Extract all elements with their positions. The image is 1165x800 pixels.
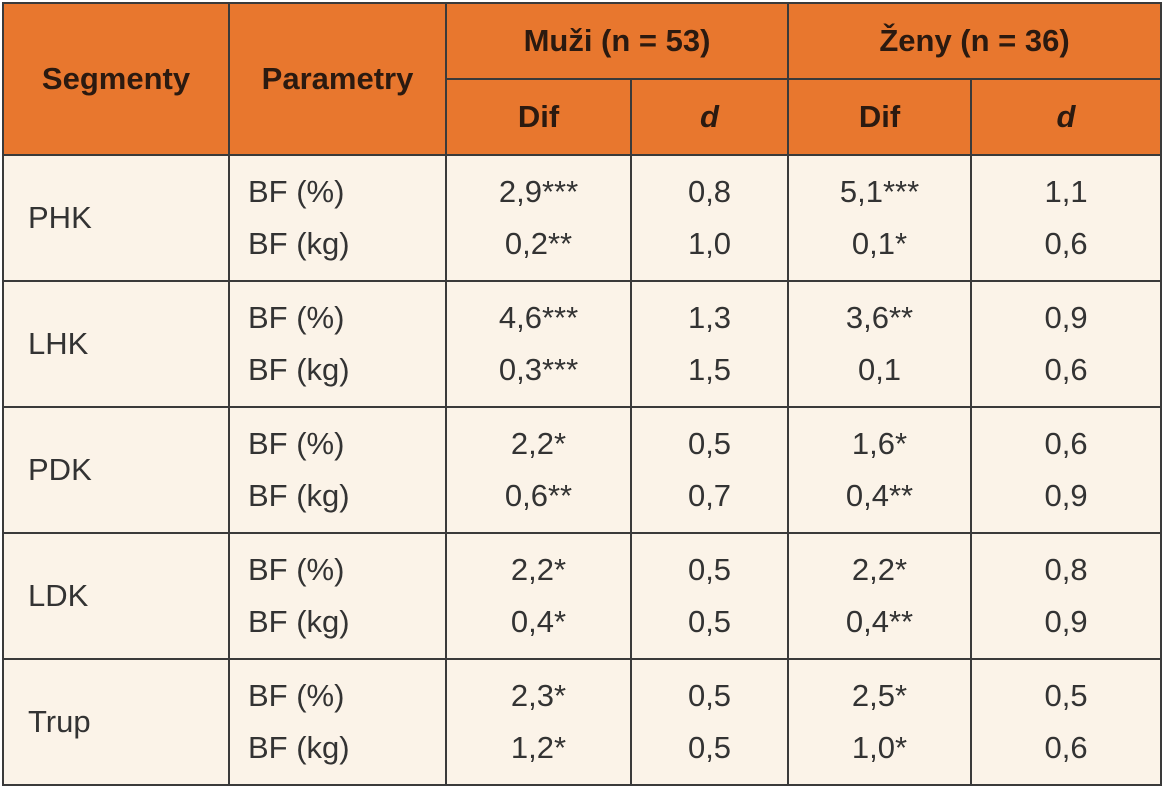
parameter-cell: BF (%) BF (kg) xyxy=(228,532,447,660)
value: 3,6** xyxy=(845,300,914,335)
value-cell: 2,2* 0,6** xyxy=(445,406,632,534)
table-row: PHK BF (%) BF (kg) 2,9*** 0,2** 0,8 1,0 5,1*** 0… xyxy=(2,154,1163,282)
value: 0,1 xyxy=(857,352,902,387)
value: 4,6*** xyxy=(498,300,579,335)
parameter: BF (%) xyxy=(248,174,345,209)
value: 0,8 xyxy=(1044,552,1088,587)
data-table: Segmenty Parametry Muži (n = 53) Ženy (n… xyxy=(2,2,1163,786)
parameter: BF (kg) xyxy=(248,226,350,261)
value: 2,2* xyxy=(510,552,567,587)
table-row: Trup BF (%) BF (kg) 2,3* 1,2* 0,5 0,5 2,5* 1,0* 0… xyxy=(2,658,1163,786)
value: 0,6 xyxy=(1044,426,1088,461)
table-body: PHK BF (%) BF (kg) 2,9*** 0,2** 0,8 1,0 5,1*** 0… xyxy=(2,154,1163,786)
value: 1,0 xyxy=(687,226,732,261)
value: 0,5 xyxy=(687,552,732,587)
parameter-cell: BF (%) BF (kg) xyxy=(228,280,447,408)
value: 2,2* xyxy=(851,552,908,587)
parameter: BF (kg) xyxy=(248,604,350,639)
value: 0,4* xyxy=(510,604,567,639)
value: 0,6 xyxy=(1044,226,1088,261)
value-cell: 0,9 0,6 xyxy=(970,280,1163,408)
subheader: d xyxy=(629,78,790,156)
table-header: Segmenty Parametry Muži (n = 53) Ženy (n… xyxy=(2,2,1163,156)
value-cell: 0,8 1,0 xyxy=(629,154,790,282)
subheader: d xyxy=(970,78,1163,156)
header-parameter: Parametry xyxy=(228,2,447,156)
parameter-cell: BF (%) BF (kg) xyxy=(228,154,447,282)
value-cell: 4,6*** 0,3*** xyxy=(445,280,632,408)
value: 0,1* xyxy=(851,226,908,261)
segment-cell: LHK xyxy=(2,280,230,408)
value: 1,3 xyxy=(687,300,732,335)
value-cell: 2,2* 0,4** xyxy=(787,532,973,660)
value-cell: 0,5 0,5 xyxy=(629,658,790,786)
value: 2,2* xyxy=(510,426,567,461)
segment-cell: Trup xyxy=(2,658,230,786)
value-cell: 1,6* 0,4** xyxy=(787,406,973,534)
value-cell: 2,5* 1,0* xyxy=(787,658,973,786)
value: 0,9 xyxy=(1044,604,1088,639)
table-row: PDK BF (%) BF (kg) 2,2* 0,6** 0,5 0,7 1,6* 0,4**… xyxy=(2,406,1163,534)
value-cell: 0,8 0,9 xyxy=(970,532,1163,660)
value-cell: 0,5 0,6 xyxy=(970,658,1163,786)
parameter-cell: BF (%) BF (kg) xyxy=(228,658,447,786)
value: 0,5 xyxy=(687,678,732,713)
value: 0,5 xyxy=(687,604,732,639)
value-cell: 1,3 1,5 xyxy=(629,280,790,408)
value: 0,6 xyxy=(1044,352,1088,387)
parameter: BF (%) xyxy=(248,300,345,335)
value: 0,4** xyxy=(845,604,914,639)
value: 0,9 xyxy=(1044,478,1088,513)
parameter: BF (%) xyxy=(248,678,345,713)
value: 0,4** xyxy=(845,478,914,513)
value-cell: 1,1 0,6 xyxy=(970,154,1163,282)
value: 0,6** xyxy=(504,478,573,513)
value: 5,1*** xyxy=(839,174,920,209)
value-cell: 0,5 0,7 xyxy=(629,406,790,534)
value-cell: 0,5 0,5 xyxy=(629,532,790,660)
value: 0,3*** xyxy=(498,352,579,387)
parameter: BF (%) xyxy=(248,552,345,587)
value-cell: 0,6 0,9 xyxy=(970,406,1163,534)
table-row: LHK BF (%) BF (kg) 4,6*** 0,3*** 1,3 1,5 3,6** 0… xyxy=(2,280,1163,408)
segment-cell: LDK xyxy=(2,532,230,660)
value: 1,6* xyxy=(851,426,908,461)
value: 0,6 xyxy=(1044,730,1088,765)
value: 0,5 xyxy=(1044,678,1088,713)
parameter: BF (%) xyxy=(248,426,345,461)
header-group: Ženy (n = 36) xyxy=(787,2,1163,80)
value: 0,8 xyxy=(687,174,732,209)
subheader: Dif xyxy=(787,78,973,156)
value: 1,0* xyxy=(851,730,908,765)
value-cell: 2,2* 0,4* xyxy=(445,532,632,660)
value-cell: 5,1*** 0,1* xyxy=(787,154,973,282)
table-row: LDK BF (%) BF (kg) 2,2* 0,4* 0,5 0,5 2,2* 0,4** 0… xyxy=(2,532,1163,660)
value: 1,5 xyxy=(687,352,732,387)
parameter: BF (kg) xyxy=(248,478,350,513)
value: 0,9 xyxy=(1044,300,1088,335)
value: 2,5* xyxy=(851,678,908,713)
value: 1,1 xyxy=(1044,174,1088,209)
parameter: BF (kg) xyxy=(248,352,350,387)
segment-cell: PHK xyxy=(2,154,230,282)
parameter-cell: BF (%) BF (kg) xyxy=(228,406,447,534)
segment-cell: PDK xyxy=(2,406,230,534)
value: 2,3* xyxy=(510,678,567,713)
value-cell: 3,6** 0,1 xyxy=(787,280,973,408)
value: 0,5 xyxy=(687,426,732,461)
header-segment: Segmenty xyxy=(2,2,230,156)
subheader: Dif xyxy=(445,78,632,156)
value: 2,9*** xyxy=(498,174,579,209)
header-group: Muži (n = 53) xyxy=(444,2,790,80)
parameter: BF (kg) xyxy=(248,730,350,765)
value-cell: 2,3* 1,2* xyxy=(445,658,632,786)
value: 0,7 xyxy=(687,478,732,513)
value: 0,5 xyxy=(687,730,732,765)
value: 1,2* xyxy=(510,730,567,765)
value-cell: 2,9*** 0,2** xyxy=(445,154,632,282)
value: 0,2** xyxy=(504,226,573,261)
